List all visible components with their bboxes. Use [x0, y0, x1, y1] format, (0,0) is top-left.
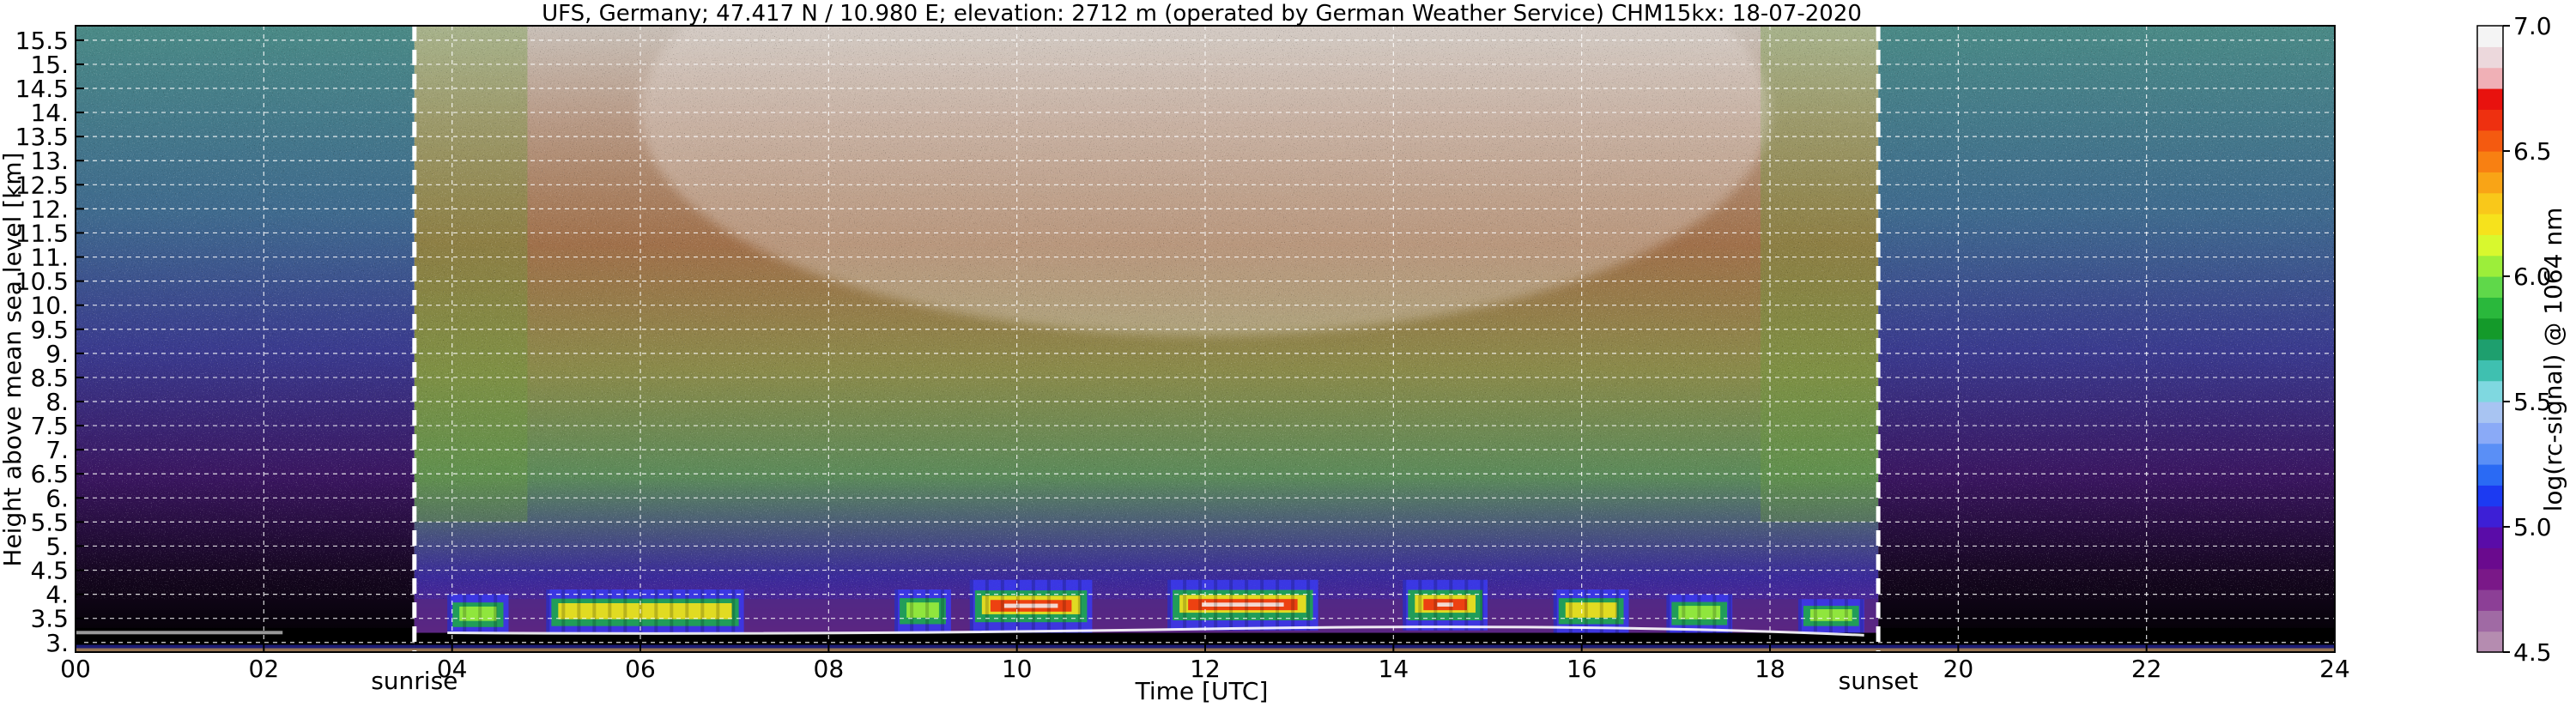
cloud-layer: [969, 579, 1093, 633]
cloud-layer: [1553, 589, 1629, 633]
colorbar-tick-label: 6.0: [2513, 263, 2552, 291]
cloud-layer: [1797, 599, 1864, 633]
y-tick-label: 15.: [30, 51, 69, 79]
grid: [76, 26, 2335, 652]
y-tick-label: 12.: [30, 195, 69, 223]
y-axis-label: Height above mean sea level [km]: [0, 152, 27, 566]
cloud-layer: [1167, 579, 1318, 631]
colorbar-tick-label: 5.0: [2513, 513, 2552, 541]
y-tick-label: 9.: [45, 340, 69, 368]
colorbar-segment: [2477, 380, 2503, 402]
sunset-label: sunset: [1839, 667, 1918, 695]
cloud-layer: [1403, 579, 1488, 631]
y-tick-label: 10.5: [15, 268, 69, 296]
x-tick-label: 06: [625, 655, 656, 683]
colorbar-segment: [2477, 360, 2503, 382]
colorbar-segment: [2477, 234, 2503, 257]
y-tick-label: 4.: [45, 581, 69, 609]
colorbar-label: log(rc-signal) @ 1064 nm: [2539, 208, 2567, 512]
y-tick-label: 14.: [30, 99, 69, 127]
x-tick-label: 22: [2131, 655, 2162, 683]
y-tick-label: 8.5: [30, 364, 69, 392]
colorbar-tick-label: 4.5: [2513, 638, 2552, 667]
colorbar-segment: [2477, 568, 2503, 590]
colorbar-segment: [2477, 589, 2503, 611]
x-tick-label: 10: [1002, 655, 1033, 683]
y-tick-label: 5.: [45, 532, 69, 560]
x-tick-label: 14: [1379, 655, 1409, 683]
y-tick-label: 4.5: [30, 557, 69, 585]
cloud-layer: [894, 589, 951, 633]
colorbar-segment: [2477, 464, 2503, 486]
colorbar-segment: [2477, 214, 2503, 235]
axes: 00 02 04 06 08 10 12 14 16 18 20 22 24 3.3.54.4.55.5.…: [15, 25, 2350, 683]
y-tick-label: 13.5: [15, 123, 69, 151]
y-tick-label: 11.: [30, 244, 69, 272]
colorbar-segment: [2477, 317, 2503, 340]
colorbar-segment: [2477, 130, 2503, 152]
y-tick-label: 7.5: [30, 412, 69, 440]
colorbar-segment: [2477, 339, 2503, 360]
colorbar-segment: [2477, 443, 2503, 465]
y-tick-label: 11.5: [15, 219, 69, 247]
x-tick-label: 16: [1567, 655, 1597, 683]
x-tick-label: 20: [1943, 655, 1974, 683]
colorbar-segment: [2477, 485, 2503, 507]
colorbar-segment: [2477, 297, 2503, 319]
colorbar-tick-label: 6.5: [2513, 137, 2552, 166]
x-tick-label: 12: [1190, 655, 1221, 683]
x-tick-label: 04: [437, 655, 468, 683]
cloud-layer: [447, 594, 509, 636]
chart-title: UFS, Germany; 47.417 N / 10.980 E; eleva…: [542, 1, 1862, 27]
colorbar-segment: [2477, 255, 2503, 277]
colorbar-segment: [2477, 402, 2503, 423]
y-tick-label: 12.5: [15, 171, 69, 199]
colorbar-segment: [2477, 422, 2503, 444]
colorbar-segment: [2477, 88, 2503, 110]
colorbar-segment: [2477, 547, 2503, 570]
y-tick-label: 13.: [30, 147, 69, 175]
colorbar-segment: [2477, 67, 2503, 89]
colorbar-segment: [2477, 527, 2503, 548]
colorbar-tick-label: 7.0: [2513, 12, 2552, 40]
y-tick-label: 3.: [45, 629, 69, 657]
y-tick-label: 3.5: [30, 605, 69, 633]
colorbar-segment: [2477, 610, 2503, 632]
colorbar-segment: [2477, 151, 2503, 172]
colorbar-segment: [2477, 505, 2503, 528]
y-tick-label: 7.: [45, 436, 69, 464]
colorbar: 4.5 5.0 5.5 6.0 6.5 7.0: [2476, 12, 2552, 667]
colorbar-segment: [2477, 109, 2503, 131]
y-tick-label: 9.5: [30, 316, 69, 344]
x-axis-label: Time [UTC]: [1135, 677, 1269, 705]
colorbar-tick-label: 5.5: [2513, 388, 2552, 416]
cloud-layer: [546, 589, 744, 636]
cloud-layer: [1666, 594, 1733, 633]
y-tick-label: 5.5: [30, 508, 69, 536]
x-tick-label: 08: [814, 655, 845, 683]
sunrise-label: sunrise: [371, 667, 458, 695]
y-tick-label: 6.5: [30, 460, 69, 488]
x-tick-label: 00: [60, 655, 91, 683]
colorbar-segment: [2477, 276, 2503, 298]
y-tick-label: 15.5: [15, 27, 69, 55]
colorbar-segment: [2477, 46, 2503, 69]
colorbar-segment: [2477, 192, 2503, 215]
colorbar-segment: [2477, 26, 2503, 47]
y-tick-label: 10.: [30, 292, 69, 320]
colorbar-segment: [2477, 172, 2503, 194]
y-tick-label: 8.: [45, 388, 69, 416]
x-tick-label: 02: [249, 655, 280, 683]
y-tick-label: 6.: [45, 484, 69, 512]
x-tick-label: 24: [2319, 655, 2350, 683]
y-tick-label: 14.5: [15, 75, 69, 103]
event-markers: sunrise sunset: [371, 26, 1918, 695]
x-tick-label: 18: [1755, 655, 1785, 683]
colorbar-segment: [2477, 631, 2503, 653]
